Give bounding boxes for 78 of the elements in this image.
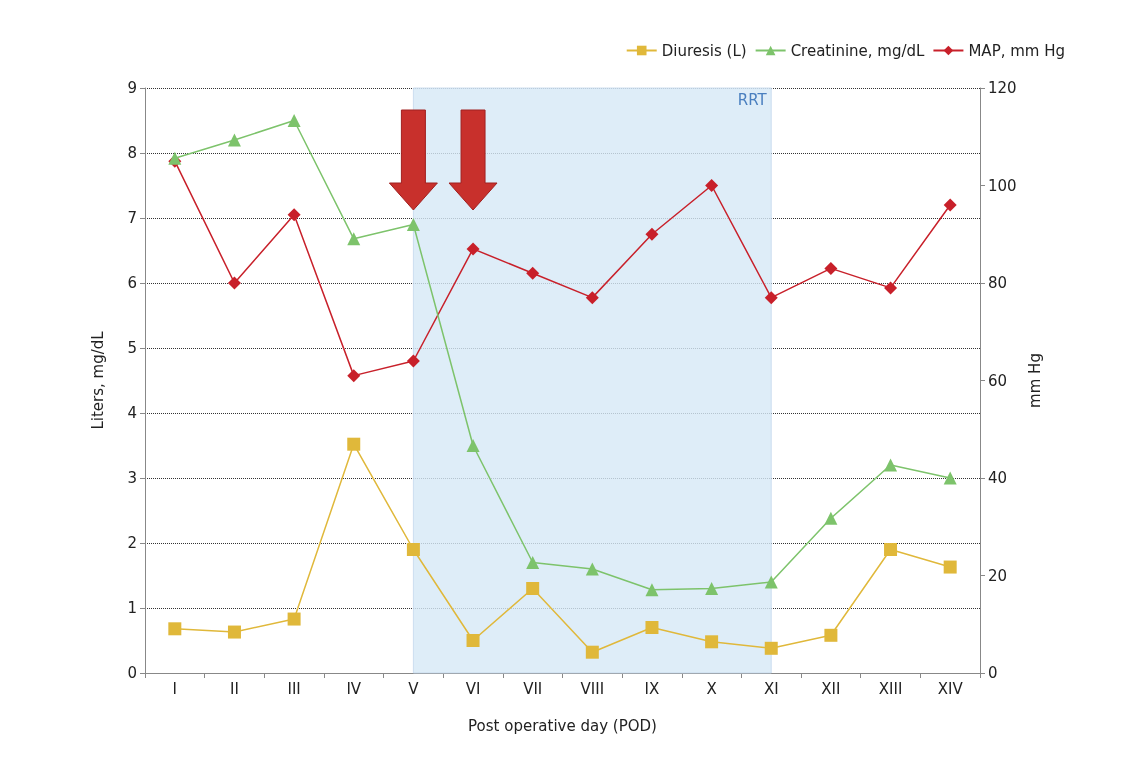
point (347, 232, 361, 246)
y-tick-label: 5 (127, 339, 137, 357)
point (645, 621, 659, 634)
x-tick-label: III (287, 679, 301, 698)
y2-tick-label: 100 (988, 176, 1017, 195)
point (943, 560, 957, 574)
y2-tick-label: 0 (988, 664, 998, 682)
y2-tick-label: 20 (988, 566, 1008, 585)
point (585, 562, 599, 576)
point (824, 261, 838, 275)
point (645, 227, 659, 241)
y-tick-label: 9 (127, 79, 137, 97)
point (764, 641, 778, 655)
y-axis-title: Liters, mg/dL (88, 330, 107, 430)
x-tick-label: VII (523, 679, 543, 698)
y2-tick-label: 80 (988, 274, 1008, 292)
point (287, 208, 301, 222)
point (645, 583, 659, 597)
y-tick-label: 2 (127, 534, 137, 552)
point (943, 198, 957, 212)
point (168, 622, 182, 636)
y2-tick-label: 60 (988, 371, 1008, 390)
point (824, 511, 838, 525)
point (824, 628, 838, 642)
point (406, 218, 420, 231)
x-axis-title: Post operative day (POD) (468, 716, 657, 735)
x-tick-label: XII (821, 679, 841, 698)
x-tick-label: XIII (878, 679, 903, 698)
x-tick-label: XI (763, 679, 779, 698)
y-tick-label: 0 (127, 664, 137, 682)
legend-label: Creatinine, mg/dL (790, 41, 926, 60)
point (466, 242, 480, 256)
y-tick-label: 3 (127, 469, 137, 487)
y-tick-label: 4 (127, 404, 137, 422)
point (585, 645, 599, 659)
point (705, 635, 719, 649)
x-tick-label: IV (346, 679, 362, 698)
y2-tick-label: 120 (988, 79, 1017, 97)
point (705, 582, 719, 595)
y2-axis-title: mm Hg (1026, 353, 1045, 408)
band-label: RRT (737, 91, 768, 109)
point (526, 556, 540, 569)
x-tick-label: IX (644, 679, 660, 698)
point (227, 276, 241, 290)
x-tick-label: VI (465, 679, 481, 698)
point (227, 625, 241, 639)
y2-tick-label: 40 (988, 469, 1008, 487)
point (287, 114, 301, 127)
point (585, 291, 599, 305)
point (406, 354, 420, 368)
x-tick-label: II (230, 679, 239, 698)
y-tick-label: 6 (127, 274, 137, 292)
point (347, 369, 361, 383)
y-tick-label: 1 (127, 599, 137, 617)
x-tick-label: XIV (937, 679, 964, 698)
x-tick-label: X (706, 679, 717, 698)
point (287, 612, 301, 626)
y-tick-label: 7 (127, 209, 137, 227)
point (884, 543, 898, 556)
y-tick-label: 8 (127, 144, 137, 162)
point (466, 634, 480, 647)
legend-label: Diuresis (L) (661, 41, 747, 60)
point (705, 179, 719, 192)
point (526, 582, 540, 595)
point (884, 281, 898, 295)
point (466, 439, 480, 452)
point (943, 471, 957, 485)
point (227, 133, 241, 147)
point (406, 543, 420, 556)
point (764, 575, 778, 589)
legend-label: MAP, mm Hg (968, 41, 1065, 60)
x-tick-label: V (408, 679, 420, 698)
point (526, 266, 540, 280)
point (884, 458, 898, 472)
point (347, 437, 361, 451)
x-tick-label: I (172, 679, 178, 698)
x-tick-label: VIII (580, 679, 605, 698)
point (764, 291, 778, 305)
